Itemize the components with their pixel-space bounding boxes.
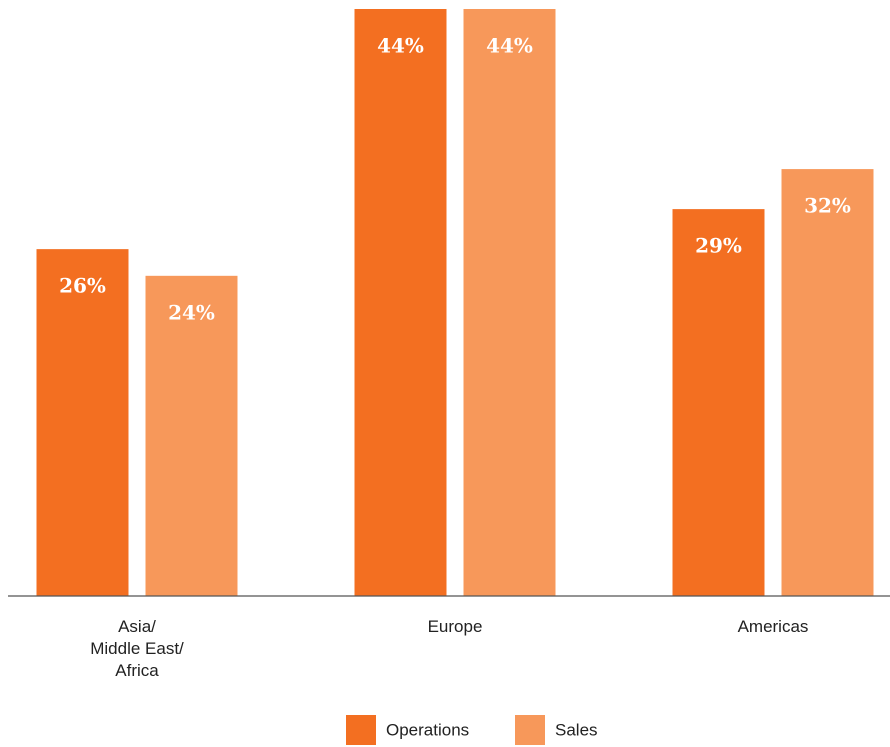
x-tick-label: Asia/ Middle East/ Africa [90, 617, 184, 680]
bar [672, 209, 765, 596]
legend-swatch [515, 715, 545, 745]
bar [354, 9, 447, 596]
x-tick-label: Europe [427, 617, 483, 636]
legend-label: Sales [555, 720, 598, 739]
value-label: 26% [59, 274, 106, 298]
value-label: 32% [804, 194, 851, 218]
value-label: 44% [377, 34, 424, 58]
bar [36, 249, 129, 597]
value-label: 24% [168, 300, 215, 324]
value-label: 29% [695, 234, 742, 258]
legend-label: Operations [386, 720, 469, 739]
value-label: 44% [486, 34, 533, 58]
bar [145, 275, 238, 596]
bar [781, 169, 874, 596]
bar [463, 9, 556, 596]
x-tick-label: Americas [737, 617, 809, 636]
legend-swatch [346, 715, 376, 745]
